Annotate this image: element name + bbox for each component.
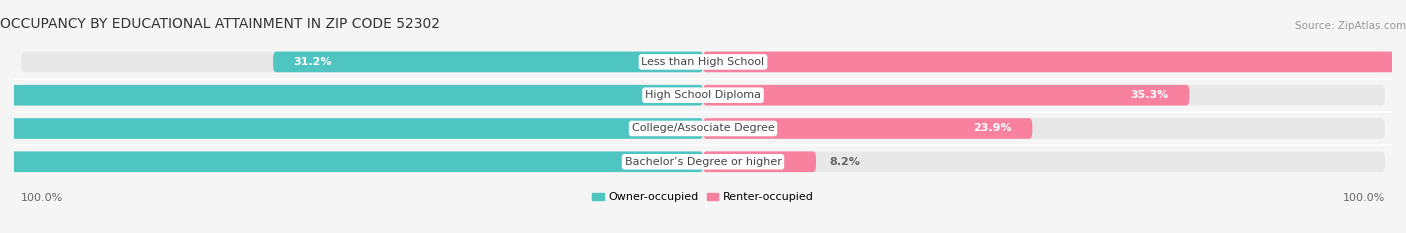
Text: Bachelor’s Degree or higher: Bachelor’s Degree or higher [624, 157, 782, 167]
Text: 23.9%: 23.9% [973, 123, 1012, 134]
Text: 100.0%: 100.0% [21, 193, 63, 203]
FancyBboxPatch shape [21, 151, 1385, 172]
FancyBboxPatch shape [703, 118, 1032, 139]
FancyBboxPatch shape [273, 51, 703, 72]
Text: Less than High School: Less than High School [641, 57, 765, 67]
Text: OCCUPANCY BY EDUCATIONAL ATTAINMENT IN ZIP CODE 52302: OCCUPANCY BY EDUCATIONAL ATTAINMENT IN Z… [0, 17, 440, 31]
Text: 31.2%: 31.2% [294, 57, 332, 67]
Legend: Owner-occupied, Renter-occupied: Owner-occupied, Renter-occupied [588, 188, 818, 207]
FancyBboxPatch shape [703, 51, 1406, 72]
FancyBboxPatch shape [21, 118, 1385, 139]
Text: High School Diploma: High School Diploma [645, 90, 761, 100]
Text: College/Associate Degree: College/Associate Degree [631, 123, 775, 134]
FancyBboxPatch shape [0, 151, 703, 172]
FancyBboxPatch shape [703, 151, 815, 172]
Text: 8.2%: 8.2% [830, 157, 860, 167]
FancyBboxPatch shape [21, 51, 1385, 72]
FancyBboxPatch shape [703, 85, 1189, 106]
Text: Source: ZipAtlas.com: Source: ZipAtlas.com [1295, 21, 1406, 31]
Text: 100.0%: 100.0% [1343, 193, 1385, 203]
FancyBboxPatch shape [21, 85, 1385, 106]
FancyBboxPatch shape [0, 118, 703, 139]
FancyBboxPatch shape [0, 85, 703, 106]
Text: 35.3%: 35.3% [1130, 90, 1168, 100]
